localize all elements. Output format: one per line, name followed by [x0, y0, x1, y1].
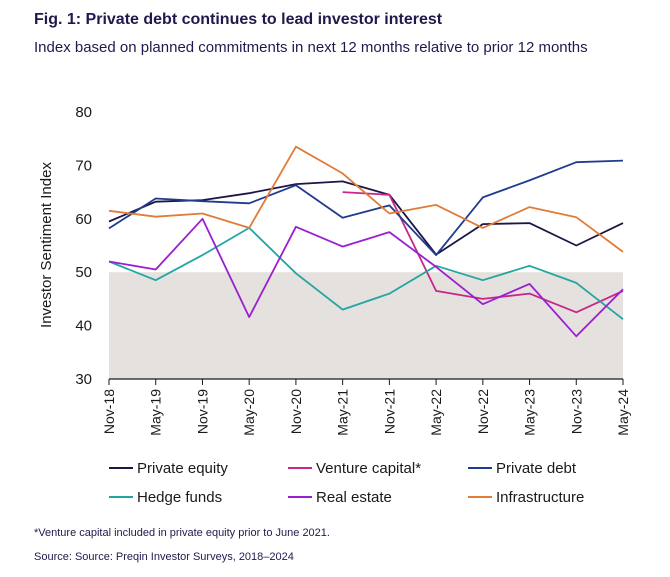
- legend-label-private-debt: Private debt: [496, 460, 577, 477]
- y-tick-label: 80: [75, 104, 92, 121]
- legend-label-infrastructure: Infrastructure: [496, 489, 584, 506]
- x-tick-label: May-21: [335, 389, 351, 436]
- x-tick-label: Nov-21: [381, 389, 397, 434]
- y-tick-label: 30: [75, 371, 92, 388]
- x-tick-label: May-22: [428, 389, 444, 436]
- x-tick-label: Nov-20: [288, 389, 304, 434]
- x-tick-label: May-24: [615, 389, 631, 436]
- x-tick-label: May-23: [522, 389, 538, 436]
- y-tick-label: 40: [75, 318, 92, 335]
- y-axis-label: Investor Sentiment Index: [38, 162, 55, 328]
- series-line-real-estate: [108, 217, 624, 338]
- legend-label-venture-capital: Venture capital*: [316, 460, 421, 477]
- series-line-infrastructure: [108, 145, 624, 253]
- source-note: Source: Source: Preqin Investor Surveys,…: [34, 551, 294, 563]
- legend-label-real-estate: Real estate: [316, 489, 392, 506]
- below-50-band: [109, 272, 623, 379]
- series-line-private-debt: [108, 159, 624, 256]
- x-tick-label: Nov-19: [194, 389, 210, 434]
- x-tick-label: May-19: [148, 389, 164, 436]
- legend-label-hedge-funds: Hedge funds: [137, 489, 222, 506]
- x-tick-label: Nov-22: [475, 389, 491, 434]
- x-tick-label: Nov-23: [568, 389, 584, 434]
- chart-subtitle: Index based on planned commitments in ne…: [34, 39, 588, 56]
- line-chart: 30 40 50 60 70 80 Nov-18 May-19 Nov-19 May-20 Nov-…: [38, 104, 631, 506]
- legend-label-private-equity: Private equity: [137, 460, 228, 477]
- chart-title: Fig. 1: Private debt continues to lead i…: [34, 11, 443, 28]
- x-tick-label: May-20: [241, 389, 257, 436]
- x-tick-label: Nov-18: [101, 389, 117, 434]
- y-tick-label: 60: [75, 211, 92, 228]
- footnote: *Venture capital included in private equ…: [34, 527, 330, 539]
- series-line-hedge-funds: [108, 227, 624, 320]
- series-line-venture-capital: [342, 191, 624, 314]
- y-tick-label: 50: [75, 264, 92, 281]
- y-tick-label: 70: [75, 157, 92, 174]
